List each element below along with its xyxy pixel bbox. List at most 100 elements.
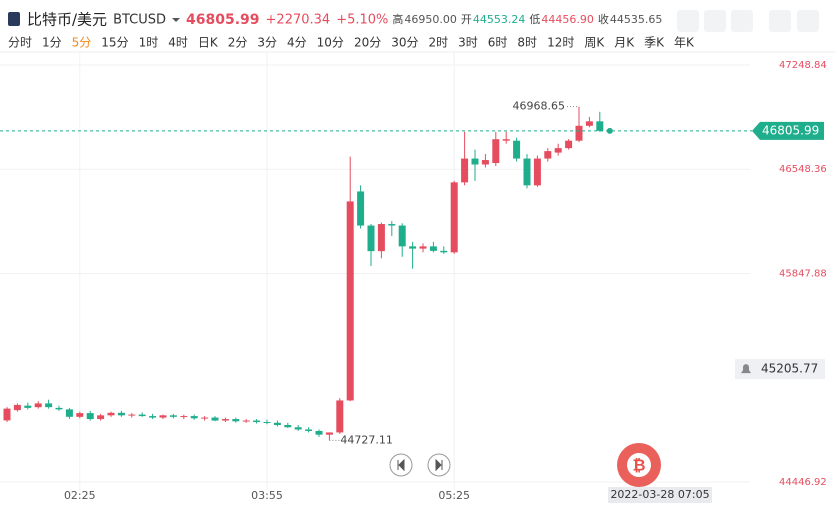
- timeframe-tab[interactable]: 30分: [391, 36, 418, 50]
- candle-body: [461, 158, 469, 183]
- candle-body: [273, 422, 281, 426]
- candle-body: [523, 158, 531, 186]
- stat-value: 44535.65: [610, 13, 663, 26]
- candle-body: [149, 416, 157, 418]
- tool-style[interactable]: [731, 10, 753, 32]
- alert-label: 45205.77: [761, 362, 818, 376]
- candle-body: [388, 224, 396, 226]
- tool-indicator[interactable]: [677, 10, 699, 32]
- candle-body: [346, 201, 354, 401]
- y-tick-label: 47248.84: [779, 60, 827, 71]
- stat-value: 46950.00: [404, 13, 457, 26]
- candle-body: [367, 225, 375, 252]
- candle-body: [440, 250, 448, 253]
- timeframe-tab[interactable]: 季K: [644, 36, 665, 50]
- crosshair-tag: [608, 487, 712, 503]
- timeframe-tab[interactable]: 12时: [547, 36, 574, 50]
- candle-body: [232, 419, 240, 422]
- price-dot: [606, 127, 613, 134]
- timeframe-tab[interactable]: 1时: [139, 36, 159, 50]
- alert-bell: [741, 364, 751, 374]
- candle-body: [357, 191, 365, 226]
- price-tag: [752, 121, 824, 140]
- timeframe-tab[interactable]: 年K: [674, 36, 695, 50]
- y-tick-label: 45847.88: [779, 268, 827, 279]
- candle-body: [481, 160, 489, 165]
- timeframe-tab[interactable]: 周K: [584, 36, 605, 50]
- timeframe-tab[interactable]: 4时: [168, 36, 188, 50]
- prev-icon: [397, 458, 405, 472]
- candle-body: [45, 403, 53, 408]
- candle-body: [409, 246, 417, 249]
- candle-body: [554, 148, 562, 153]
- tool-settings[interactable]: [797, 10, 819, 32]
- next-icon: [435, 458, 443, 472]
- candle-body: [3, 408, 11, 421]
- candle-body: [263, 422, 271, 424]
- stat-label: 低: [529, 13, 540, 26]
- candle-body: [336, 400, 344, 433]
- candle-body: [190, 416, 198, 419]
- price-change: +2270.34: [266, 13, 331, 28]
- timeframe-tab[interactable]: 日K: [198, 36, 219, 50]
- y-tick-label: 44446.92: [779, 477, 827, 488]
- candle-body: [585, 121, 593, 126]
- candle-body: [86, 413, 94, 420]
- candle-body: [128, 414, 136, 416]
- candle-body: [138, 414, 146, 417]
- low-label: 44727.11: [340, 433, 393, 446]
- timeframe-tab[interactable]: 15分: [101, 36, 128, 50]
- timeframe-tab[interactable]: 3分: [257, 36, 277, 50]
- candle-body: [533, 158, 541, 186]
- tool-fullscreen[interactable]: [769, 10, 791, 32]
- watermark-glyph: ₿: [632, 456, 645, 475]
- timeframe-tab[interactable]: 5分: [72, 36, 92, 50]
- timeframe-tab[interactable]: 4分: [287, 36, 307, 50]
- timeframe-tab[interactable]: 月K: [614, 36, 635, 50]
- chart-icon: [8, 12, 20, 26]
- timeframe-tab[interactable]: 2分: [228, 36, 248, 50]
- candle-body: [544, 151, 552, 159]
- timeframe-tab[interactable]: 10分: [317, 36, 344, 50]
- stat-label: 高: [392, 12, 403, 26]
- candle-body: [502, 139, 510, 141]
- candle-body: [34, 403, 42, 408]
- candle-body: [97, 415, 105, 420]
- timeframe-tab[interactable]: 1分: [42, 36, 62, 50]
- timeframe-tab[interactable]: 6时: [488, 36, 508, 50]
- high-label: 46968.65: [513, 100, 566, 113]
- candle-body: [325, 432, 333, 435]
- candle-body: [596, 121, 604, 131]
- timeframe-tab[interactable]: 20分: [354, 36, 381, 50]
- timeframe-tab[interactable]: 2时: [429, 36, 449, 50]
- candle-body: [305, 429, 313, 431]
- y-tick-label: 46548.36: [779, 164, 827, 175]
- watermark-inner: [627, 453, 651, 477]
- timeframe-tab[interactable]: 8时: [517, 36, 537, 50]
- tool-draw[interactable]: [704, 10, 726, 32]
- candle-body: [565, 140, 573, 149]
- timeframe-tab[interactable]: 分时: [8, 36, 32, 50]
- timeframe-tab[interactable]: 3时: [458, 36, 478, 50]
- x-tick-label: 03:55: [251, 489, 283, 502]
- last-price: 46805.99: [186, 12, 260, 28]
- stat-label: 开: [461, 13, 472, 26]
- candle-body: [13, 404, 21, 411]
- candle-body: [450, 182, 458, 253]
- candle-body: [117, 412, 125, 416]
- candle-body: [513, 140, 521, 159]
- candle-body: [242, 420, 250, 422]
- candle-body: [419, 246, 427, 249]
- candle-body: [284, 425, 292, 428]
- candle-body: [55, 407, 63, 410]
- symbol-code: BTCUSD: [113, 13, 166, 28]
- alert-tag: [735, 359, 825, 380]
- candle-body: [169, 415, 177, 417]
- candle-body: [107, 412, 115, 416]
- candle-body: [575, 125, 583, 141]
- candle-body: [24, 405, 32, 408]
- symbol-dropdown[interactable]: [172, 18, 181, 22]
- candle-body: [492, 139, 500, 164]
